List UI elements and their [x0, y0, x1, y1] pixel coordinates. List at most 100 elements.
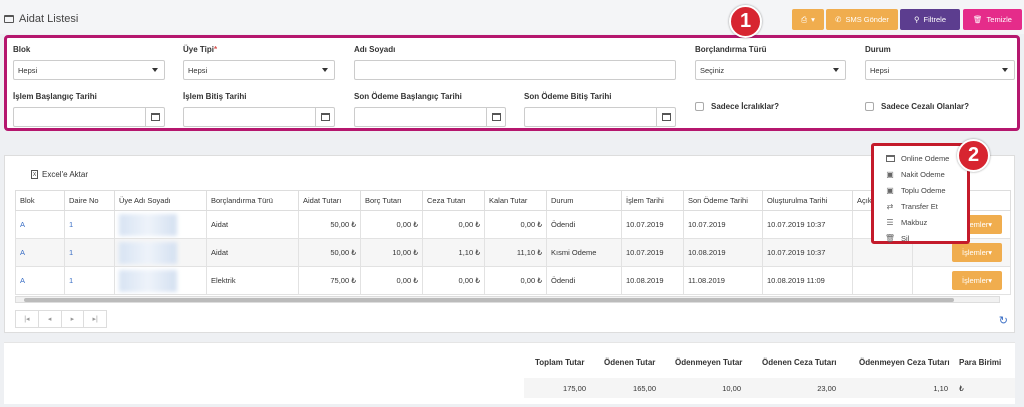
page-title-text: Aidat Listesi — [19, 13, 79, 25]
column-header[interactable]: İşlem Tarihi — [621, 190, 684, 211]
daire-cell[interactable]: 1 — [64, 266, 115, 295]
column-header[interactable]: Durum — [546, 190, 622, 211]
calendar-icon[interactable] — [486, 108, 505, 126]
column-header[interactable]: Üye Adı Soyadı — [114, 190, 207, 211]
status-cell: Ödendi — [546, 210, 622, 239]
borclandirma-turu-label: Borçlandırma Türü — [695, 45, 767, 54]
sms-send-button[interactable]: ✆ SMS Gönder — [826, 9, 898, 30]
member-name-cell — [114, 210, 207, 239]
blok-cell[interactable]: A — [15, 238, 65, 267]
grid-panel: X Excel'e Aktar Blok Daire No Üye Adı So… — [4, 155, 1015, 333]
print-button[interactable]: ⎙ ▾ — [792, 9, 824, 30]
excel-file-icon: X — [31, 170, 38, 179]
menu-item-nakit-odeme[interactable]: ▣ Nakit Odeme — [874, 166, 967, 182]
islem-baslangic-date-input[interactable] — [13, 107, 165, 127]
adi-soyadi-input[interactable] — [354, 60, 676, 80]
uye-tipi-label-text: Üye Tipi — [183, 45, 214, 54]
son-date-cell: 10.07.2019 — [683, 210, 763, 239]
blok-cell[interactable]: A — [15, 266, 65, 295]
menu-item-makbuz[interactable]: ☰ Makbuz — [874, 214, 967, 230]
son-odeme-bitis-label: Son Ödeme Bitiş Tarihi — [524, 92, 612, 101]
son-odeme-bitis-date-input[interactable] — [524, 107, 676, 127]
trash-icon: 🗑 — [973, 15, 983, 24]
sms-send-label: SMS Gönder — [845, 15, 889, 24]
checkbox-box[interactable] — [865, 102, 874, 111]
durum-select[interactable]: Hepsi — [865, 60, 1015, 80]
actions-button[interactable]: İşlemler▾ — [952, 271, 1002, 290]
column-header[interactable]: Ceza Tutarı — [422, 190, 485, 211]
son-odeme-baslangic-date-input[interactable] — [354, 107, 506, 127]
adi-soyadi-label: Adı Soyadı — [354, 45, 396, 54]
first-page-icon[interactable]: |◂ — [16, 311, 39, 327]
summary-header: Ödenmeyen Tutar — [675, 358, 743, 367]
ceza-cell: 0,00 ₺ — [422, 210, 485, 239]
daire-cell[interactable]: 1 — [64, 210, 115, 239]
callout-badge-1: 1 — [729, 5, 762, 38]
scrollbar-thumb[interactable] — [24, 298, 954, 302]
summary-value: ₺ — [959, 384, 964, 393]
ceza-cell: 1,10 ₺ — [422, 238, 485, 267]
calendar-icon[interactable] — [145, 108, 164, 126]
calendar-icon[interactable] — [315, 108, 334, 126]
actions-button[interactable]: İşlemler▾ — [952, 243, 1002, 262]
member-name-cell — [114, 238, 207, 267]
son-date-cell: 11.08.2019 — [683, 266, 763, 295]
horizontal-scrollbar[interactable] — [15, 296, 1000, 303]
checkbox-box[interactable] — [695, 102, 704, 111]
islem-date-cell: 10.08.2019 — [621, 266, 684, 295]
summary-row — [524, 378, 1015, 398]
refresh-icon[interactable]: ↻ — [998, 315, 1008, 327]
last-page-icon[interactable]: ▸| — [92, 316, 98, 323]
column-header[interactable]: Oluşturulma Tarihi — [762, 190, 853, 211]
next-page-icon[interactable]: ▸ — [62, 311, 85, 327]
column-header[interactable]: Blok — [15, 190, 65, 211]
prev-page-icon[interactable]: ◂ — [39, 311, 62, 327]
actions-cell: İşlemler▾ — [912, 266, 1011, 295]
blok-cell[interactable]: A — [15, 210, 65, 239]
credit-card-icon — [885, 154, 895, 162]
cash-stack-icon: ▣ — [886, 185, 894, 195]
menu-item-sil[interactable]: 🗑 Sil — [874, 230, 967, 246]
menu-item-transfer-et[interactable]: ⇄ Transfer Et — [874, 198, 967, 214]
table-row: A 1 Elektrik 75,00 ₺ 0,00 ₺ 0,00 ₺ 0,00 … — [15, 266, 1011, 295]
ceza-cell: 0,00 ₺ — [422, 266, 485, 295]
calendar-icon[interactable] — [656, 108, 675, 126]
islem-bitis-label: İşlem Bitiş Tarihi — [183, 92, 247, 101]
summary-value: 175,00 — [563, 384, 586, 393]
chevron-down-icon — [1002, 68, 1008, 72]
column-header[interactable]: Kalan Tutar — [484, 190, 547, 211]
menu-item-label: Sil — [901, 233, 910, 243]
blok-select[interactable]: Hepsi — [13, 60, 165, 80]
list-icon — [4, 15, 14, 23]
summary-header: Ödenmeyen Ceza Tutarı — [859, 358, 950, 367]
islem-date-cell: 10.07.2019 — [621, 210, 684, 239]
durum-label: Durum — [865, 45, 891, 54]
filter-button[interactable]: ⚲ Filtrele — [900, 9, 960, 30]
clear-button[interactable]: 🗑 Temizle — [963, 9, 1022, 30]
top-bar: Aidat Listesi ⎙ ▾ ✆ SMS Gönder ⚲ Filtrel… — [0, 0, 1024, 34]
status-cell: Kısmi Odeme — [546, 238, 622, 267]
summary-header: Ödenen Tutar — [604, 358, 656, 367]
uye-tipi-select[interactable]: Hepsi — [183, 60, 335, 80]
son-date-cell: 10.08.2019 — [683, 238, 763, 267]
islem-bitis-date-input[interactable] — [183, 107, 335, 127]
menu-item-toplu-odeme[interactable]: ▣ Toplu Odeme — [874, 182, 967, 198]
actions-dropdown-menu: Online Odeme ▣ Nakit Odeme ▣ Toplu Odeme… — [871, 143, 970, 244]
type-cell: Aidat — [206, 238, 299, 267]
column-header[interactable]: Aidat Tutarı — [298, 190, 361, 211]
menu-item-label: Nakit Odeme — [901, 169, 945, 179]
excel-export-button[interactable]: X Excel'e Aktar — [31, 170, 88, 179]
column-header[interactable]: Son Ödeme Tarihi — [683, 190, 763, 211]
column-header[interactable]: Borç Tutarı — [360, 190, 423, 211]
column-header[interactable]: Daire No — [64, 190, 115, 211]
table-row: A 1 Aidat 50,00 ₺ 10,00 ₺ 1,10 ₺ 11,10 ₺… — [15, 238, 1011, 267]
table-header-row: Blok Daire No Üye Adı Soyadı Borçlandırm… — [15, 190, 1011, 211]
menu-item-online-odeme[interactable]: Online Odeme — [874, 150, 967, 166]
sadece-cezali-checkbox[interactable]: Sadece Cezalı Olanlar? — [865, 102, 969, 111]
column-header[interactable]: Borçlandırma Türü — [206, 190, 299, 211]
daire-cell[interactable]: 1 — [64, 238, 115, 267]
borclandirma-turu-select[interactable]: Seçiniz — [695, 60, 846, 80]
sadece-icralilar-checkbox[interactable]: Sadece İcralıklar? — [695, 102, 779, 111]
excel-export-label: Excel'e Aktar — [42, 170, 88, 179]
aidat-cell: 50,00 ₺ — [298, 210, 361, 239]
